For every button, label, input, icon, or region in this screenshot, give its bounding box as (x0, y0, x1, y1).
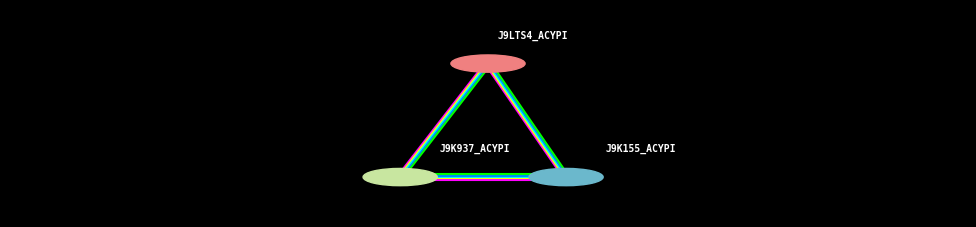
Text: J9LTS4_ACYPI: J9LTS4_ACYPI (498, 31, 568, 41)
Circle shape (363, 168, 437, 186)
Circle shape (451, 55, 525, 72)
Text: J9K937_ACYPI: J9K937_ACYPI (439, 144, 509, 154)
Text: J9K155_ACYPI: J9K155_ACYPI (605, 144, 675, 154)
Circle shape (529, 168, 603, 186)
